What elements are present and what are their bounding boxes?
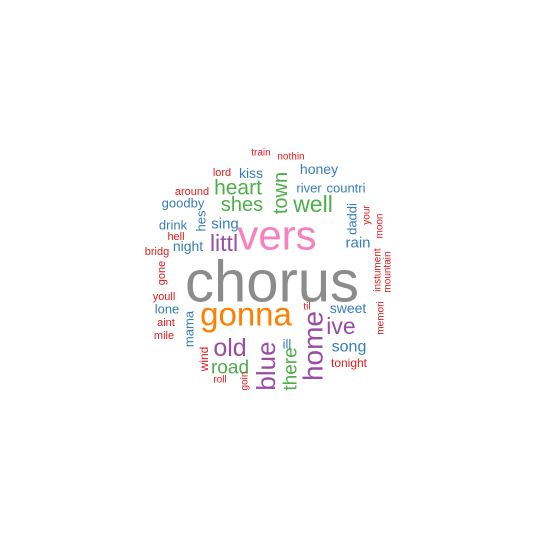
- word-vers: vers: [237, 212, 316, 259]
- word-kiss: kiss: [239, 165, 263, 181]
- word-bridg: bridg: [145, 246, 169, 258]
- word-your: your: [362, 205, 373, 225]
- word-train: train: [251, 148, 270, 159]
- word-night: night: [173, 238, 203, 254]
- word-nothin: nothin: [277, 152, 304, 163]
- word-honey: honey: [300, 161, 338, 177]
- word-mountain: mountain: [383, 251, 394, 292]
- word-ive: ive: [326, 313, 355, 339]
- word-around: around: [175, 186, 209, 198]
- word-song: song: [332, 339, 367, 356]
- word-gone: gone: [156, 261, 168, 285]
- word-littl: littl: [210, 230, 238, 256]
- word-hes: hes: [194, 210, 209, 231]
- word-lord: lord: [213, 167, 231, 179]
- word-river: river: [296, 181, 322, 196]
- word-ill: ill: [283, 337, 292, 352]
- word-road: road: [211, 358, 249, 379]
- word-heart: heart: [214, 177, 262, 200]
- word-rain: rain: [345, 235, 370, 252]
- word-mama: mama: [182, 310, 197, 347]
- word-daddi: daddi: [345, 203, 360, 235]
- word-roll: roll: [213, 375, 226, 386]
- word-gonna: gonna: [200, 296, 292, 333]
- word-drink: drink: [159, 218, 188, 233]
- word-home: home: [298, 311, 329, 381]
- word-lone: lone: [155, 302, 180, 317]
- word-tonight: tonight: [331, 356, 368, 370]
- word-goodby: goodby: [162, 196, 205, 211]
- word-town: town: [270, 172, 292, 214]
- word-goin: goin: [240, 372, 251, 391]
- word-blue: blue: [251, 341, 281, 390]
- word-mile: mile: [154, 330, 174, 342]
- word-there: there: [281, 347, 302, 390]
- word-chorus: chorus: [185, 250, 359, 315]
- word-sing: sing: [211, 216, 239, 233]
- word-youll: youll: [153, 291, 176, 303]
- word-moon: moon: [375, 213, 386, 238]
- word-memori: memori: [376, 301, 387, 334]
- word-well: well: [292, 191, 333, 217]
- word-countri: countri: [326, 181, 365, 196]
- word-til: til: [303, 302, 310, 313]
- word-instument: instument: [373, 248, 384, 292]
- word-old: old: [213, 334, 246, 362]
- word-aint: aint: [157, 317, 175, 329]
- word-hell: hell: [167, 231, 184, 243]
- word-wind: wind: [197, 347, 211, 373]
- word-shes: shes: [221, 194, 263, 216]
- word-sweet: sweet: [330, 300, 367, 316]
